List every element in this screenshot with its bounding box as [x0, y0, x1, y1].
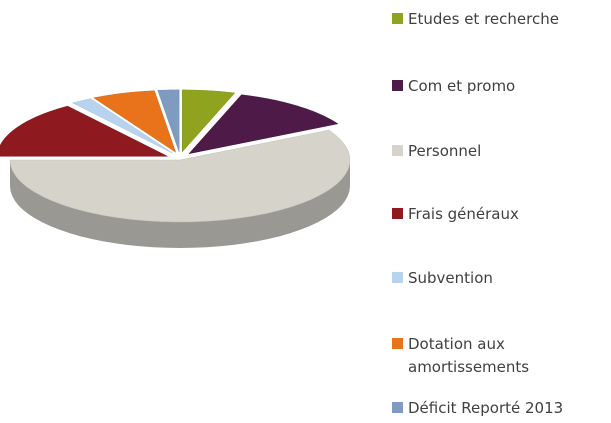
legend-label: Etudes et recherche [408, 10, 559, 28]
slice [71, 98, 173, 154]
legend-swatch [392, 338, 403, 349]
slice-side [10, 160, 350, 248]
slice [157, 89, 180, 152]
slice [0, 105, 168, 157]
legend-item: Frais généraux [392, 203, 607, 226]
legend-label: Com et promo [408, 77, 516, 95]
legend-label: Subvention [408, 269, 493, 287]
slice [188, 94, 339, 155]
legend-swatch [392, 402, 403, 413]
legend-item: Subvention [392, 267, 607, 290]
legend-swatch [392, 208, 403, 219]
legend-item: Etudes et recherche [392, 8, 607, 31]
legend-item: Déficit Reporté 2013 [392, 397, 607, 420]
slice [181, 89, 236, 153]
legend-label: Frais généraux [408, 205, 519, 223]
legend-swatch [392, 272, 403, 283]
pie-area [0, 89, 351, 248]
legend-label: Personnel [408, 142, 482, 160]
legend-swatch [392, 80, 403, 91]
legend-item: Com et promo [392, 75, 607, 98]
slice [9, 129, 351, 223]
legend-swatch [392, 145, 403, 156]
slice [93, 90, 177, 153]
legend-swatch [392, 13, 403, 24]
legend-item: Dotation aux amortissements [392, 333, 607, 379]
legend-label: Déficit Reporté 2013 [408, 399, 564, 417]
legend-item: Personnel [392, 140, 607, 163]
legend-label: Dotation aux amortissements [408, 335, 530, 376]
